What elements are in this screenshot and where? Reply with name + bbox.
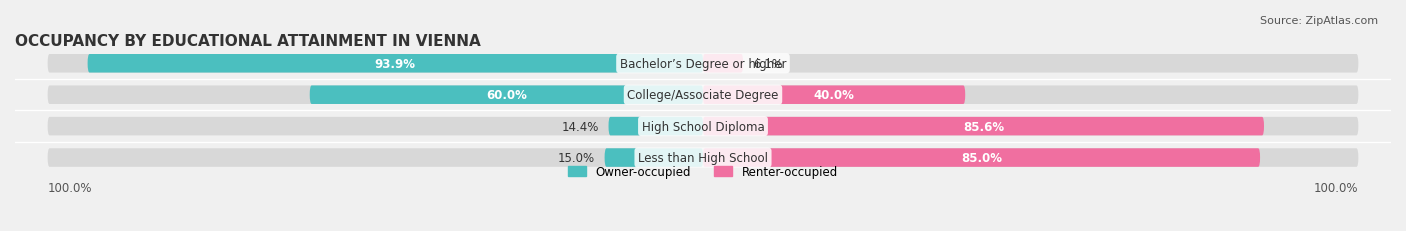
Text: 15.0%: 15.0% — [558, 151, 595, 164]
Text: Bachelor’s Degree or higher: Bachelor’s Degree or higher — [620, 58, 786, 70]
FancyBboxPatch shape — [703, 117, 1264, 136]
FancyBboxPatch shape — [48, 117, 1358, 136]
Text: 40.0%: 40.0% — [814, 89, 855, 102]
Text: 100.0%: 100.0% — [48, 181, 93, 194]
Text: 93.9%: 93.9% — [375, 58, 416, 70]
Text: 100.0%: 100.0% — [1313, 181, 1358, 194]
FancyBboxPatch shape — [609, 117, 703, 136]
Text: 6.1%: 6.1% — [752, 58, 783, 70]
FancyBboxPatch shape — [703, 149, 1260, 167]
Text: Source: ZipAtlas.com: Source: ZipAtlas.com — [1260, 16, 1378, 26]
FancyBboxPatch shape — [703, 86, 966, 104]
FancyBboxPatch shape — [48, 55, 1358, 73]
Text: 14.4%: 14.4% — [561, 120, 599, 133]
Text: 85.6%: 85.6% — [963, 120, 1004, 133]
Text: College/Associate Degree: College/Associate Degree — [627, 89, 779, 102]
Text: High School Diploma: High School Diploma — [641, 120, 765, 133]
Legend: Owner-occupied, Renter-occupied: Owner-occupied, Renter-occupied — [564, 160, 842, 183]
Text: Less than High School: Less than High School — [638, 151, 768, 164]
FancyBboxPatch shape — [703, 55, 744, 73]
FancyBboxPatch shape — [87, 55, 703, 73]
Text: 85.0%: 85.0% — [960, 151, 1002, 164]
Text: 60.0%: 60.0% — [486, 89, 527, 102]
FancyBboxPatch shape — [48, 149, 1358, 167]
FancyBboxPatch shape — [48, 86, 1358, 104]
FancyBboxPatch shape — [309, 86, 703, 104]
FancyBboxPatch shape — [605, 149, 703, 167]
Text: OCCUPANCY BY EDUCATIONAL ATTAINMENT IN VIENNA: OCCUPANCY BY EDUCATIONAL ATTAINMENT IN V… — [15, 33, 481, 48]
